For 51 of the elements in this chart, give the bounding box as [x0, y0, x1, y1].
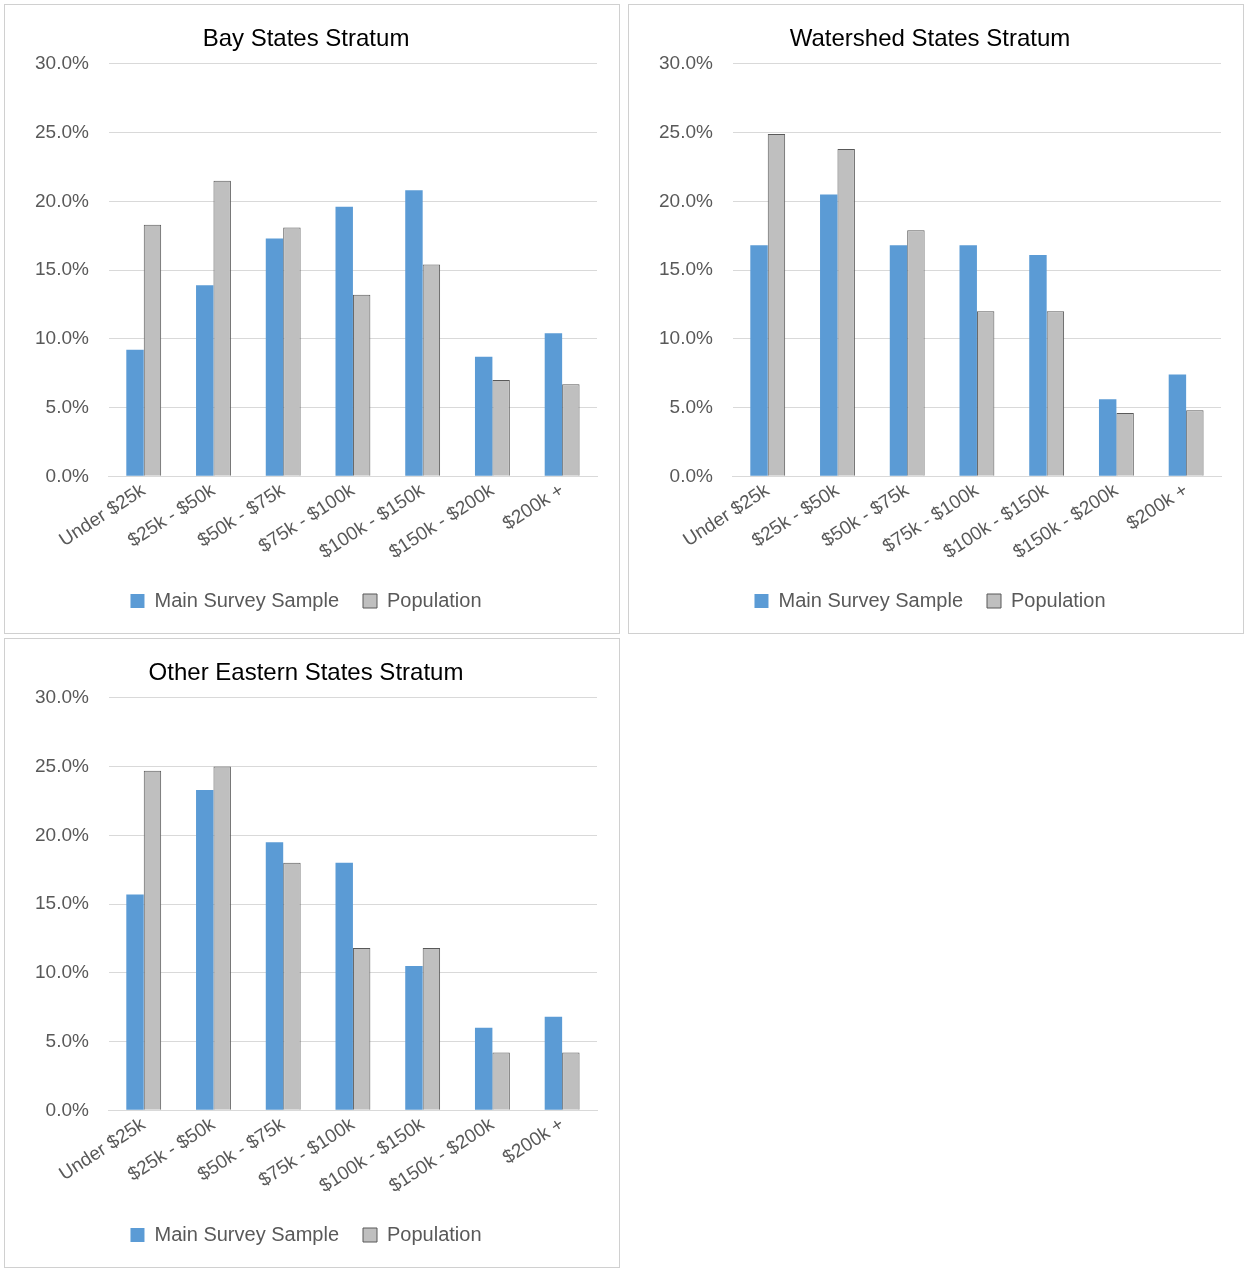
bar [196, 789, 214, 1110]
bar [889, 245, 908, 476]
y-tick-label: 5.0% [45, 395, 89, 417]
legend-label: Main Survey Sample [154, 588, 340, 611]
legend-label: Main Survey Sample [778, 588, 964, 611]
bar [750, 245, 768, 476]
bar [126, 349, 144, 476]
y-tick-label: 0.0% [669, 464, 713, 486]
bar [959, 245, 977, 476]
y-tick-label: 20.0% [35, 823, 89, 845]
bar [474, 356, 493, 476]
y-tick-label: 15.0% [35, 892, 89, 914]
bar [544, 333, 563, 476]
bar [126, 894, 144, 1110]
bar [1098, 399, 1117, 476]
legend-label: Population [387, 1222, 482, 1245]
chart-title: Watershed States Stratum [789, 24, 1071, 52]
y-tick-label: 5.0% [669, 395, 713, 417]
chart-title: Bay States Stratum [202, 24, 410, 52]
y-tick-label: 30.0% [35, 686, 89, 708]
bar [405, 965, 423, 1110]
y-tick-label: 20.0% [659, 189, 713, 211]
bar [1168, 374, 1187, 476]
y-tick-label: 10.0% [35, 327, 89, 349]
y-tick-label: 25.0% [35, 120, 89, 142]
y-tick-label: 0.0% [45, 464, 89, 486]
y-tick-label: 25.0% [659, 120, 713, 142]
bar [196, 285, 214, 476]
bar [544, 1016, 563, 1110]
y-tick-label: 10.0% [35, 961, 89, 983]
bar [474, 1027, 493, 1110]
chart-title: Other Eastern States Stratum [148, 658, 464, 686]
bar [405, 190, 423, 476]
y-tick-label: 15.0% [659, 258, 713, 280]
y-tick-label: 10.0% [659, 327, 713, 349]
bar [265, 238, 284, 476]
y-tick-label: 30.0% [35, 52, 89, 74]
legend-label: Population [1011, 588, 1106, 611]
legend-label: Main Survey Sample [154, 1222, 340, 1245]
y-tick-label: 20.0% [35, 189, 89, 211]
bar [335, 206, 353, 476]
y-tick-label: 25.0% [35, 754, 89, 776]
bar [335, 862, 353, 1110]
legend-label: Population [387, 588, 482, 611]
y-tick-label: 5.0% [45, 1029, 89, 1051]
y-tick-label: 30.0% [659, 52, 713, 74]
bar [820, 194, 838, 476]
bar [265, 842, 284, 1110]
bar [1029, 254, 1047, 476]
y-tick-label: 15.0% [35, 258, 89, 280]
y-tick-label: 0.0% [45, 1098, 89, 1120]
